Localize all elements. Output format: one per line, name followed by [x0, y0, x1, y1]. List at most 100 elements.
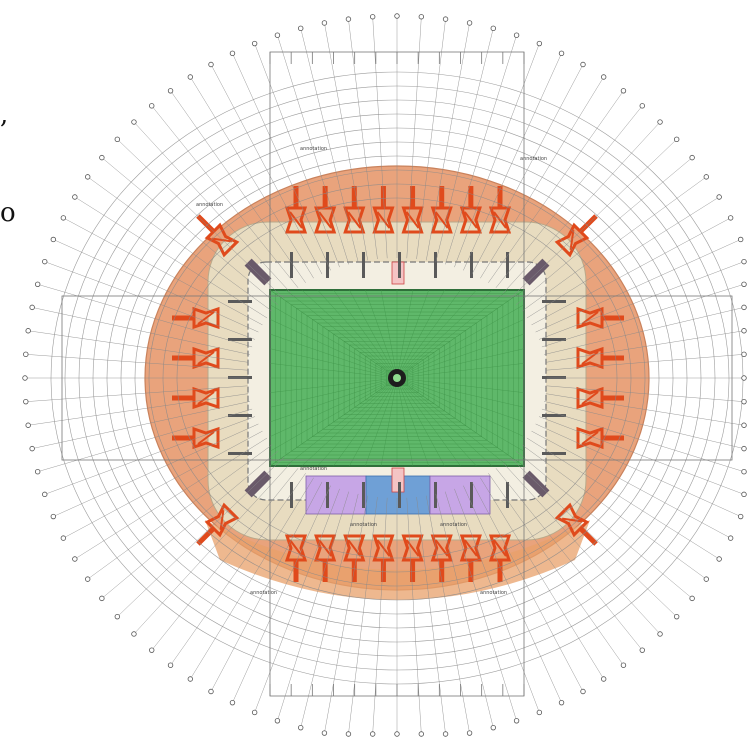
grid-node — [42, 258, 48, 265]
stair-core — [196, 502, 240, 546]
grid-radial — [502, 121, 661, 294]
grid-node — [673, 136, 680, 143]
stair-core — [576, 426, 624, 450]
corner-ramp — [244, 258, 272, 286]
vomitory — [228, 338, 252, 341]
vomitory — [398, 482, 401, 508]
vomitory — [542, 452, 566, 455]
grid-node — [22, 375, 28, 381]
vomitory — [326, 482, 329, 508]
grid-node — [513, 32, 520, 38]
grid-node — [251, 709, 258, 716]
grid-node — [727, 535, 734, 541]
pitch-ray — [396, 319, 525, 379]
vomitory — [228, 300, 252, 303]
corner-ramp — [522, 258, 550, 286]
grid-node — [741, 281, 747, 288]
pitch-ray — [365, 377, 398, 467]
grid-node — [208, 688, 214, 695]
pitch-ray — [269, 363, 398, 379]
grid-node — [50, 236, 57, 243]
grid-node — [580, 688, 586, 695]
vomitory — [228, 414, 252, 417]
grid-node — [639, 647, 645, 653]
grid-radial — [324, 495, 368, 734]
pitch-ray — [269, 377, 398, 393]
pitch-ray — [285, 289, 398, 379]
grid-node — [741, 328, 747, 334]
grid-radial — [372, 16, 388, 259]
grid-node — [34, 468, 41, 475]
vomitory — [290, 252, 293, 278]
grid-radial — [28, 393, 249, 426]
grid-node — [274, 32, 281, 38]
grid-radial — [426, 22, 470, 261]
pitch-ray — [301, 377, 398, 467]
pitch-ray — [396, 377, 525, 393]
grid-radial — [531, 430, 731, 539]
page-margin-comma: , — [0, 100, 9, 130]
vomitory — [362, 252, 365, 278]
grid-node — [25, 422, 31, 428]
stair-core — [459, 534, 482, 582]
pitch-ray — [333, 289, 398, 379]
grid-node — [187, 676, 194, 682]
grid-radial — [25, 385, 248, 402]
grid-radial — [544, 307, 745, 355]
grid-radial — [435, 493, 494, 728]
grid-node — [466, 730, 473, 736]
grid-node — [131, 631, 137, 637]
grid-radial — [44, 416, 256, 495]
pitch-ray — [269, 377, 398, 437]
pitch-ray — [269, 348, 398, 379]
grid-radial — [277, 35, 350, 265]
grid-radial — [515, 450, 693, 599]
grid-radial — [117, 139, 285, 300]
grid-node — [274, 718, 281, 724]
vomitory — [326, 252, 329, 278]
vomitory — [434, 252, 437, 278]
grid-node — [29, 445, 35, 452]
grid-node — [25, 328, 31, 334]
grid-radial — [515, 157, 693, 306]
pitch-ray — [317, 377, 398, 467]
page-margin-letter: o — [0, 198, 16, 228]
grid-radial — [151, 468, 299, 651]
pitch-ray — [396, 348, 525, 379]
stair-core — [430, 186, 453, 234]
grid-radial — [480, 76, 604, 279]
grid-radial — [300, 493, 359, 728]
annotation-label: annotation — [196, 202, 223, 208]
south-block-purple-right — [429, 475, 491, 515]
grid-radial — [87, 176, 273, 312]
grid-node — [42, 491, 48, 498]
pitch-ray — [269, 377, 398, 452]
grid-radial — [101, 450, 279, 599]
grid-node — [167, 662, 174, 668]
grid-node — [536, 709, 543, 716]
vomitory — [542, 414, 566, 417]
grid-node — [187, 74, 194, 80]
grid-node — [620, 662, 627, 668]
grid-radial — [63, 217, 263, 326]
annotation-label: annotation — [300, 466, 327, 472]
pitch-ray — [396, 377, 461, 467]
grid-node — [72, 194, 78, 200]
grid-node — [620, 88, 627, 94]
grid-node — [558, 50, 565, 57]
grid-radial — [406, 497, 422, 735]
grid-radial — [521, 444, 707, 580]
annotation-label: annotation — [480, 590, 507, 596]
vomitory — [398, 252, 401, 278]
annotation-label: annotation — [350, 522, 377, 528]
grid-radial — [509, 139, 677, 300]
pitch-ray — [365, 289, 398, 379]
grid-node — [442, 731, 449, 737]
grid-radial — [254, 43, 340, 268]
grid-radial — [210, 481, 323, 692]
annotation-label: annotation — [520, 156, 547, 162]
grid-radial — [37, 408, 253, 472]
pitch-ray — [317, 289, 398, 379]
grid-radial — [488, 473, 624, 666]
